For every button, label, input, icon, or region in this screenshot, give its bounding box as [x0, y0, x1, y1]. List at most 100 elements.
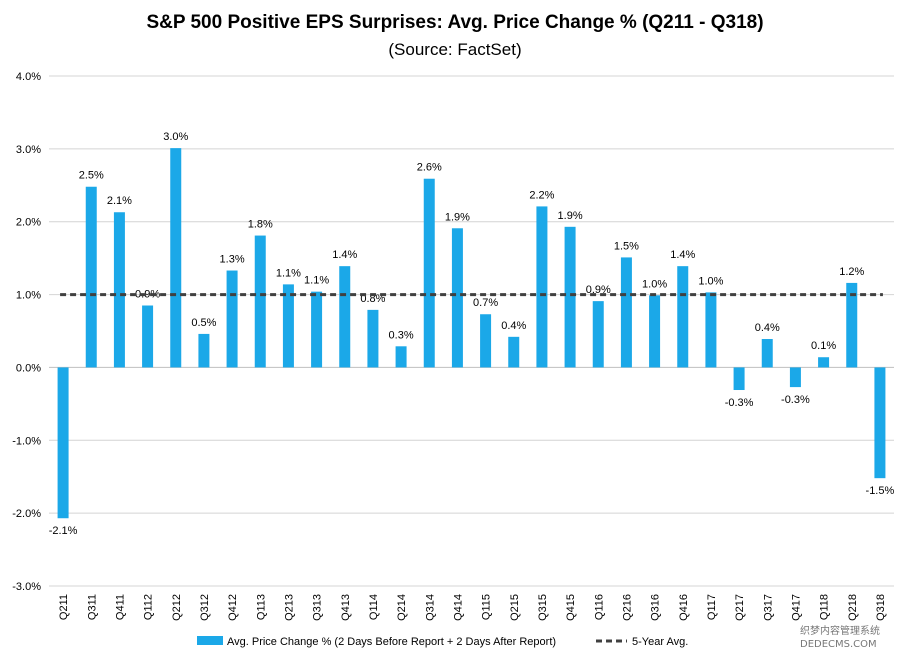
y-axis: 4.0% 3.0% 2.0% 1.0% 0.0% -1.0% -2.0% -3.0% — [12, 71, 41, 593]
data-label: 2.6% — [417, 162, 442, 174]
data-label: 1.5% — [614, 240, 639, 252]
x-tick-label: Q312 — [199, 594, 211, 621]
bar — [480, 314, 492, 368]
bar — [57, 367, 69, 519]
bar — [311, 291, 323, 368]
bar — [536, 206, 548, 368]
x-tick-label: Q311 — [86, 594, 98, 620]
bar — [226, 270, 238, 368]
data-label: 1.1% — [276, 267, 301, 279]
data-label: 3.0% — [163, 131, 188, 143]
x-tick-label: Q218 — [847, 594, 859, 621]
x-tick-label: Q313 — [312, 594, 324, 621]
legend-label-five-year-avg: 5-Year Avg. — [632, 636, 688, 648]
x-tick-label: Q315 — [537, 594, 549, 621]
y-tick-label: 4.0% — [16, 71, 41, 83]
x-tick-label: Q216 — [621, 594, 633, 621]
y-tick-label: -3.0% — [12, 581, 41, 593]
bar — [592, 301, 604, 368]
x-tick-label: Q412 — [227, 594, 239, 621]
bar — [198, 333, 210, 368]
data-label: -0.3% — [781, 394, 810, 406]
chart-subtitle: (Source: FactSet) — [388, 40, 521, 59]
watermark-line1: 织梦内容管理系统 — [800, 624, 880, 637]
data-label: 0.8% — [360, 293, 385, 305]
data-label: 1.8% — [248, 219, 273, 231]
y-tick-label: -1.0% — [12, 435, 41, 447]
watermark-line2: DEDECMS.COM — [800, 639, 877, 650]
x-tick-label: Q117 — [706, 594, 718, 620]
bar — [846, 282, 858, 368]
y-tick-label: 2.0% — [16, 217, 41, 229]
x-tick-label: Q417 — [790, 594, 802, 621]
bar — [113, 212, 125, 368]
data-label: 0.4% — [501, 320, 526, 332]
x-tick-label: Q217 — [734, 594, 746, 621]
bar — [85, 186, 97, 368]
data-label: 2.2% — [529, 189, 554, 201]
x-tick-label: Q316 — [650, 594, 662, 621]
watermark: 织梦内容管理系统 DEDECMS.COM — [800, 624, 880, 650]
x-tick-label: Q416 — [678, 594, 690, 621]
data-label: 0.9% — [135, 289, 160, 301]
y-tick-label: -2.0% — [12, 508, 41, 520]
data-label: 0.1% — [811, 340, 836, 352]
data-label: 0.4% — [755, 322, 780, 334]
data-label: 1.2% — [839, 266, 864, 278]
data-label: -0.3% — [725, 397, 754, 409]
data-label: 1.3% — [220, 254, 245, 266]
bar — [170, 148, 182, 368]
bar — [620, 257, 632, 368]
x-tick-label: Q115 — [481, 594, 493, 620]
legend-label-avg-price-change: Avg. Price Change % (2 Days Before Repor… — [227, 636, 556, 648]
bar — [789, 367, 801, 388]
x-tick-label: Q116 — [593, 594, 605, 620]
data-label: 1.9% — [558, 210, 583, 222]
bar — [423, 178, 435, 368]
data-label: 0.3% — [389, 329, 414, 341]
x-tick-label: Q411 — [114, 594, 126, 620]
y-tick-label: 3.0% — [16, 144, 41, 156]
x-tick-label: Q413 — [340, 594, 352, 621]
bar — [508, 336, 520, 368]
y-tick-label: 1.0% — [16, 290, 41, 302]
x-tick-label: Q415 — [565, 594, 577, 621]
data-label: 1.4% — [670, 249, 695, 261]
x-tick-label: Q112 — [143, 594, 155, 620]
bar — [818, 357, 830, 368]
data-label: 0.7% — [473, 297, 498, 309]
chart-title: S&P 500 Positive EPS Surprises: Avg. Pri… — [146, 12, 763, 33]
data-label: -1.5% — [866, 485, 895, 497]
data-label: -2.1% — [49, 525, 78, 537]
x-tick-label: Q213 — [283, 594, 295, 621]
x-tick-label: Q215 — [509, 594, 521, 621]
bar — [451, 228, 463, 368]
bar — [254, 235, 266, 368]
data-label: 2.1% — [107, 195, 132, 207]
x-tick-label: Q114 — [368, 594, 380, 620]
x-tick-label: Q317 — [762, 594, 774, 621]
legend-swatch-avg-price-change — [197, 636, 223, 645]
bar — [705, 292, 717, 368]
data-label: 0.5% — [191, 317, 216, 329]
data-label: 1.9% — [445, 211, 470, 223]
bar — [282, 284, 294, 368]
bar — [142, 305, 154, 368]
bar — [649, 295, 661, 368]
bar — [733, 367, 745, 391]
data-label: 1.0% — [698, 275, 723, 287]
x-tick-label: Q211 — [58, 594, 70, 620]
bar — [395, 346, 407, 368]
bar — [677, 266, 689, 368]
x-tick-label: Q318 — [875, 594, 887, 621]
x-tick-label: Q212 — [171, 594, 183, 621]
x-tick-label: Q414 — [452, 594, 464, 621]
legend: Avg. Price Change % (2 Days Before Repor… — [197, 636, 688, 648]
data-label: 1.0% — [642, 278, 667, 290]
x-tick-label: Q214 — [396, 594, 408, 621]
gridlines — [49, 75, 894, 587]
bar-series: -2.1% 2.5% 2.1% 0.9% 3.0% 0.5% 1.3% 1.8% 1.1%1.1… — [49, 131, 895, 537]
bar — [874, 367, 886, 479]
